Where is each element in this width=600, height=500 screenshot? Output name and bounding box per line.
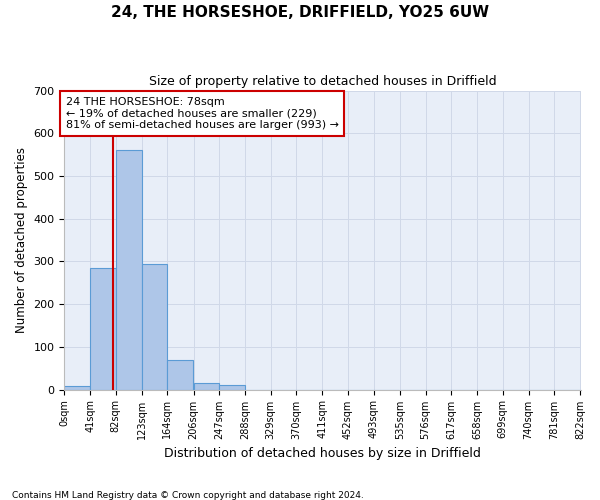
Text: 24 THE HORSESHOE: 78sqm
← 19% of detached houses are smaller (229)
81% of semi-d: 24 THE HORSESHOE: 78sqm ← 19% of detache… [65, 97, 338, 130]
Bar [142, 264, 167, 390]
Bar [194, 383, 220, 390]
Bar [220, 386, 245, 390]
Text: Contains HM Land Registry data © Crown copyright and database right 2024.: Contains HM Land Registry data © Crown c… [12, 490, 364, 500]
Bar [116, 150, 142, 390]
Y-axis label: Number of detached properties: Number of detached properties [15, 147, 28, 333]
Bar [64, 386, 90, 390]
Bar [167, 360, 193, 390]
Title: Size of property relative to detached houses in Driffield: Size of property relative to detached ho… [149, 75, 496, 88]
X-axis label: Distribution of detached houses by size in Driffield: Distribution of detached houses by size … [164, 447, 481, 460]
Text: 24, THE HORSESHOE, DRIFFIELD, YO25 6UW: 24, THE HORSESHOE, DRIFFIELD, YO25 6UW [111, 5, 489, 20]
Bar [90, 268, 116, 390]
